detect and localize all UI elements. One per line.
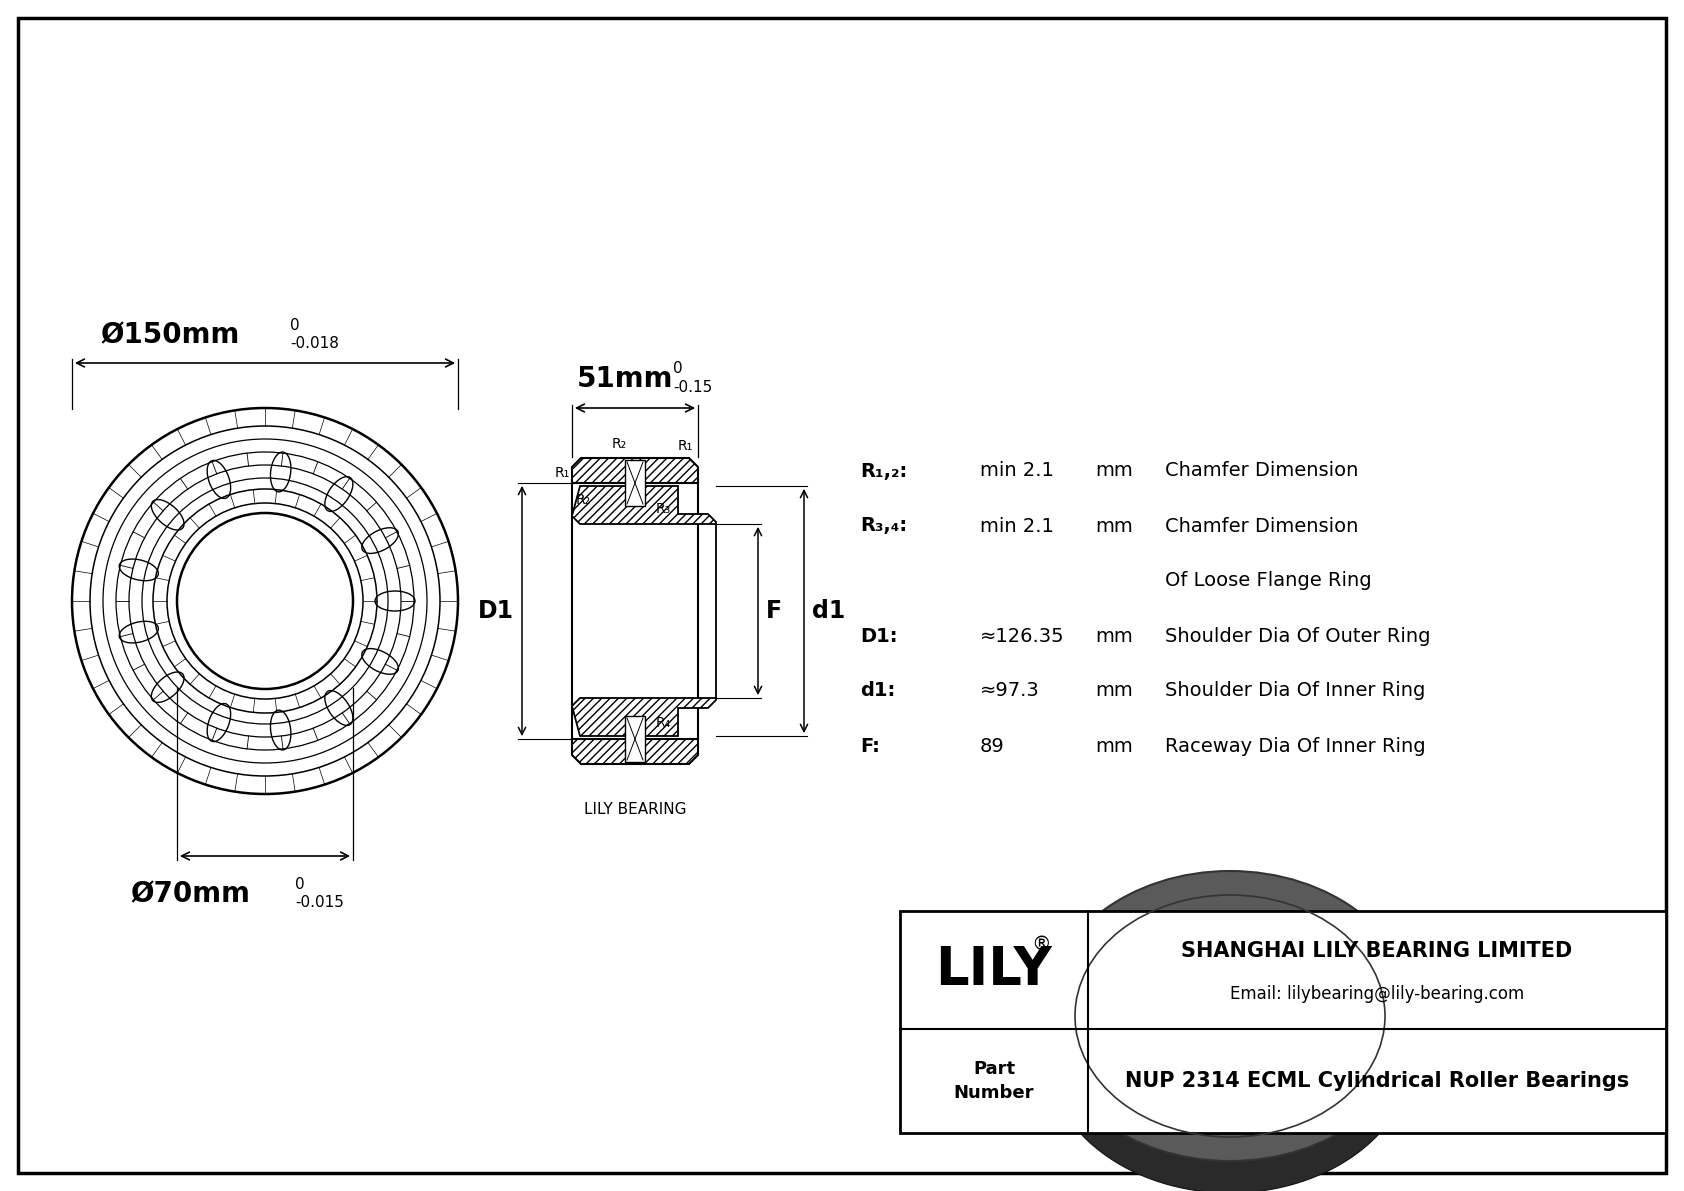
Text: LILY BEARING: LILY BEARING: [584, 802, 687, 817]
Ellipse shape: [1046, 871, 1415, 1161]
Text: ®: ®: [1031, 935, 1051, 954]
Text: Shoulder Dia Of Outer Ring: Shoulder Dia Of Outer Ring: [1165, 626, 1430, 646]
Text: min 2.1: min 2.1: [980, 517, 1054, 536]
Polygon shape: [573, 738, 697, 763]
Text: mm: mm: [1095, 461, 1133, 480]
Text: R₁,₂:: R₁,₂:: [861, 461, 908, 480]
Text: -0.15: -0.15: [674, 380, 712, 395]
Text: Shoulder Dia Of Inner Ring: Shoulder Dia Of Inner Ring: [1165, 681, 1425, 700]
Polygon shape: [573, 698, 716, 736]
Text: Email: lilybearing@lily-bearing.com: Email: lilybearing@lily-bearing.com: [1229, 985, 1524, 1003]
Text: SHANGHAI LILY BEARING LIMITED: SHANGHAI LILY BEARING LIMITED: [1182, 941, 1573, 961]
Text: F:: F:: [861, 736, 879, 755]
Polygon shape: [625, 460, 645, 506]
Text: Ø70mm: Ø70mm: [130, 880, 249, 908]
Text: d1:: d1:: [861, 681, 896, 700]
Text: -0.015: -0.015: [295, 894, 344, 910]
Text: 0: 0: [290, 318, 300, 333]
Text: Raceway Dia Of Inner Ring: Raceway Dia Of Inner Ring: [1165, 736, 1426, 755]
Polygon shape: [573, 486, 716, 524]
Text: R₁: R₁: [554, 466, 569, 480]
Text: R₂: R₂: [576, 493, 591, 507]
Text: mm: mm: [1095, 736, 1133, 755]
Text: R₃: R₃: [657, 501, 672, 516]
Text: -0.018: -0.018: [290, 336, 338, 351]
Polygon shape: [1046, 1016, 1415, 1191]
Text: ≈97.3: ≈97.3: [980, 681, 1039, 700]
Text: R₁: R₁: [679, 439, 694, 453]
Text: NUP 2314 ECML Cylindrical Roller Bearings: NUP 2314 ECML Cylindrical Roller Bearing…: [1125, 1071, 1628, 1091]
Text: 0: 0: [674, 361, 682, 376]
Text: 89: 89: [980, 736, 1005, 755]
Text: 51mm: 51mm: [576, 364, 674, 393]
Polygon shape: [1046, 1016, 1415, 1161]
Ellipse shape: [1115, 925, 1346, 1106]
Text: Ø150mm: Ø150mm: [101, 322, 239, 349]
Text: d1: d1: [812, 599, 845, 623]
Text: D1:: D1:: [861, 626, 898, 646]
Text: Part
Number: Part Number: [953, 1060, 1034, 1103]
Text: min 2.1: min 2.1: [980, 461, 1054, 480]
Text: LILY: LILY: [936, 944, 1052, 996]
Text: Chamfer Dimension: Chamfer Dimension: [1165, 517, 1359, 536]
Text: D1: D1: [478, 599, 514, 623]
Text: R₄: R₄: [657, 716, 672, 730]
Text: R₂: R₂: [611, 437, 626, 451]
Polygon shape: [625, 716, 645, 762]
Text: 0: 0: [295, 877, 305, 892]
Text: Of Loose Flange Ring: Of Loose Flange Ring: [1165, 572, 1372, 591]
Text: ≈126.35: ≈126.35: [980, 626, 1064, 646]
Text: F: F: [766, 599, 781, 623]
Ellipse shape: [1118, 1002, 1248, 1074]
Text: mm: mm: [1095, 681, 1133, 700]
Polygon shape: [573, 459, 697, 484]
Ellipse shape: [1159, 958, 1302, 1074]
Text: mm: mm: [1095, 517, 1133, 536]
Bar: [899, 911, 1665, 1133]
Text: mm: mm: [1095, 626, 1133, 646]
Text: R₃,₄:: R₃,₄:: [861, 517, 908, 536]
Text: Chamfer Dimension: Chamfer Dimension: [1165, 461, 1359, 480]
